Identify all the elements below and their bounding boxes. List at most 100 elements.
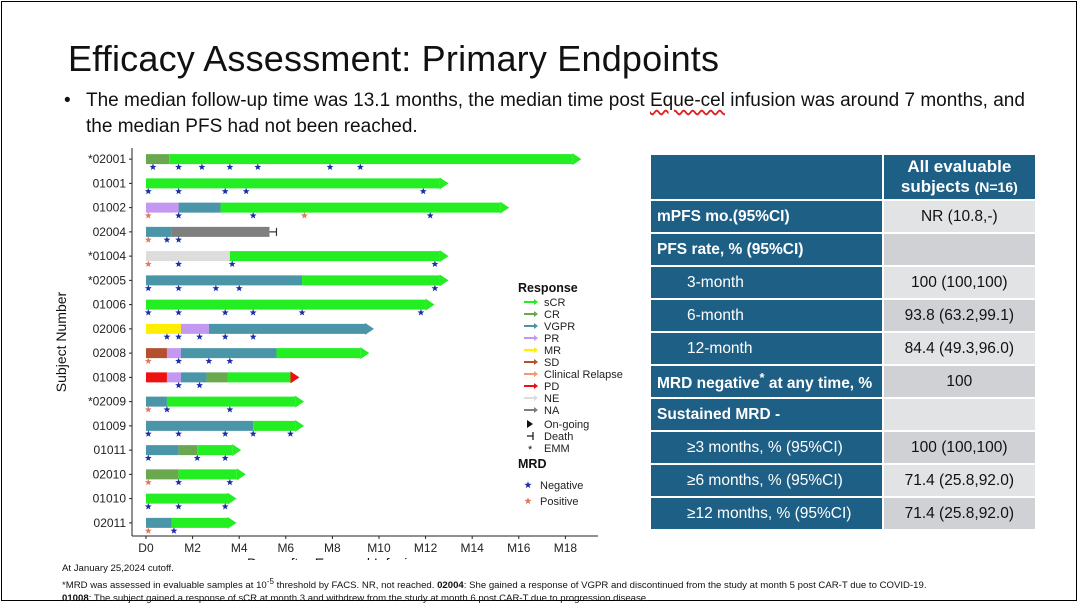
- legend-label: Clinical Relapse: [544, 369, 623, 381]
- mrd-negative-star: [419, 187, 427, 195]
- subject-row: 01011: [94, 443, 242, 462]
- legend-swatch-arrow: [534, 407, 538, 413]
- footnote-line1: At January 25,2024 cutoff.: [62, 563, 174, 574]
- slide-title: Efficacy Assessment: Primary Endpoints: [68, 38, 720, 79]
- mrd-negative-star: [254, 163, 262, 171]
- mrd-negative-star: [249, 333, 257, 340]
- mrd-legend-label: Negative: [540, 480, 583, 492]
- footnote-l2-a: *MRD was assessed in evaluable samples a…: [62, 580, 267, 592]
- legend-swatch-arrow: [534, 299, 538, 305]
- mrd-negative-star: [221, 454, 229, 462]
- legend-label: PD: [544, 381, 559, 393]
- mrd-negative-star: [175, 163, 183, 171]
- mrd-positive-star: [144, 527, 152, 534]
- subject-row: 02011: [94, 516, 237, 534]
- subject-id-label: 02011: [94, 516, 127, 530]
- mrd-negative-star: [298, 309, 306, 316]
- mrd-positive-star: [144, 260, 152, 268]
- x-tick-label: M4: [231, 541, 248, 555]
- mrd-negative-star: [149, 163, 157, 171]
- mrd-negative-star: [326, 163, 334, 171]
- table-row-value: NR (10.8,-): [881, 199, 1038, 234]
- response-bar-segment: [145, 299, 426, 310]
- subject-row: 01002: [93, 201, 510, 219]
- legend-swatch-arrow: [534, 323, 538, 329]
- legend-swatch-arrow: [534, 311, 538, 317]
- x-tick-label: M10: [367, 541, 391, 555]
- response-bar-segment: [229, 251, 440, 262]
- subject-id-label: 01010: [93, 492, 127, 506]
- table-row-value: 100 (100,100): [881, 265, 1038, 300]
- footnote-line2: *MRD was assessed in evaluable samples a…: [62, 575, 1062, 592]
- swimmer-plot: D0 M2 M4 M6 M8 M10 M12 M14 M16 M18 Days after Eque…: [53, 148, 623, 560]
- table-row: PFS rate, % (95%CI): [649, 232, 1038, 267]
- table-row-value: 71.4 (25.8,92.0): [881, 496, 1038, 531]
- subject-id-label: *02009: [88, 395, 126, 409]
- mrd-negative-star: [212, 284, 220, 292]
- table-row-label: ≥3 months, % (95%CI): [649, 430, 884, 465]
- mrd-negative-star: [175, 284, 183, 292]
- mrd-legend-title: MRD: [518, 457, 546, 471]
- ongoing-arrow: [236, 468, 246, 481]
- table-row: Sustained MRD -: [649, 397, 1038, 432]
- subject-row: 02010: [93, 467, 246, 486]
- response-bar-segment: [178, 445, 198, 456]
- table-header-blank: [649, 153, 884, 201]
- mrd-positive-star: [144, 212, 152, 219]
- response-bar-segment: [145, 517, 172, 528]
- subject-id-label: 02006: [93, 322, 127, 336]
- mrd-negative-star: [249, 212, 257, 219]
- table-row-label-text: MRD negative: [657, 375, 760, 393]
- table-row-label: ≥6 months, % (95%CI): [649, 463, 884, 498]
- response-bar-segment: [171, 517, 228, 528]
- subject-row: 02006: [93, 322, 374, 340]
- subject-row: 01006: [93, 298, 435, 316]
- response-bar-segment: [145, 202, 179, 213]
- ongoing-arrow: [232, 444, 242, 457]
- ongoing-arrow: [295, 419, 305, 432]
- table-row: 12-month 84.4 (49.3,96.0): [649, 331, 1038, 366]
- response-bar-segment: [253, 420, 296, 431]
- mrd-negative-star: [426, 212, 434, 219]
- mrd-negative-star: [175, 309, 183, 316]
- mrd-negative-star: [175, 430, 183, 437]
- y-axis-label: Subject Number: [53, 291, 69, 392]
- ongoing-arrow: [500, 201, 510, 214]
- x-tick-label: D0: [138, 541, 154, 555]
- subject-id-label: 02008: [93, 346, 127, 360]
- legend-label: SD: [544, 357, 559, 369]
- table-row-value: 84.4 (49.3,96.0): [881, 331, 1038, 366]
- mrd-negative-star: [431, 260, 439, 268]
- subject-row: 01009: [93, 419, 305, 437]
- mrd-negative-star: [175, 478, 183, 486]
- table-row-value: 100: [881, 364, 1038, 399]
- ongoing-arrow: [227, 516, 237, 529]
- ongoing-arrow: [439, 177, 449, 190]
- response-bar-segment: [227, 372, 291, 383]
- subject-row: *02005: [88, 273, 449, 292]
- mrd-negative-star: [170, 527, 178, 534]
- response-bar-segment: [145, 348, 167, 359]
- ongoing-arrow: [290, 371, 300, 384]
- ongoing-arrow: [439, 274, 449, 287]
- x-tick-label: M16: [507, 541, 531, 555]
- mrd-negative-star: [249, 430, 257, 437]
- ongoing-arrow: [425, 298, 435, 311]
- mrd-negative-star: [175, 333, 183, 340]
- table-row-value: [881, 397, 1038, 432]
- x-axis-label-pre: Days after: [247, 555, 315, 560]
- subject-id-label: 01006: [93, 298, 127, 312]
- mrd-positive-star: [144, 478, 152, 486]
- table-row-label: Sustained MRD -: [649, 397, 884, 432]
- mrd-negative-star: [163, 333, 171, 340]
- subject-id-label: *01004: [88, 249, 126, 263]
- x-axis-label: Days after Eque-cel Infusion: [247, 555, 423, 560]
- footnote-l2-sup: -5: [266, 577, 274, 586]
- legend-label: NE: [544, 393, 559, 405]
- mrd-negative-star: [221, 503, 229, 510]
- response-bar-segment: [276, 348, 361, 359]
- mrd-negative-star: [193, 454, 201, 462]
- response-bar-segment: [178, 469, 237, 480]
- mrd-negative-star: [235, 284, 243, 292]
- table-row-label-text: ≥3 months, % (95%CI): [687, 438, 843, 456]
